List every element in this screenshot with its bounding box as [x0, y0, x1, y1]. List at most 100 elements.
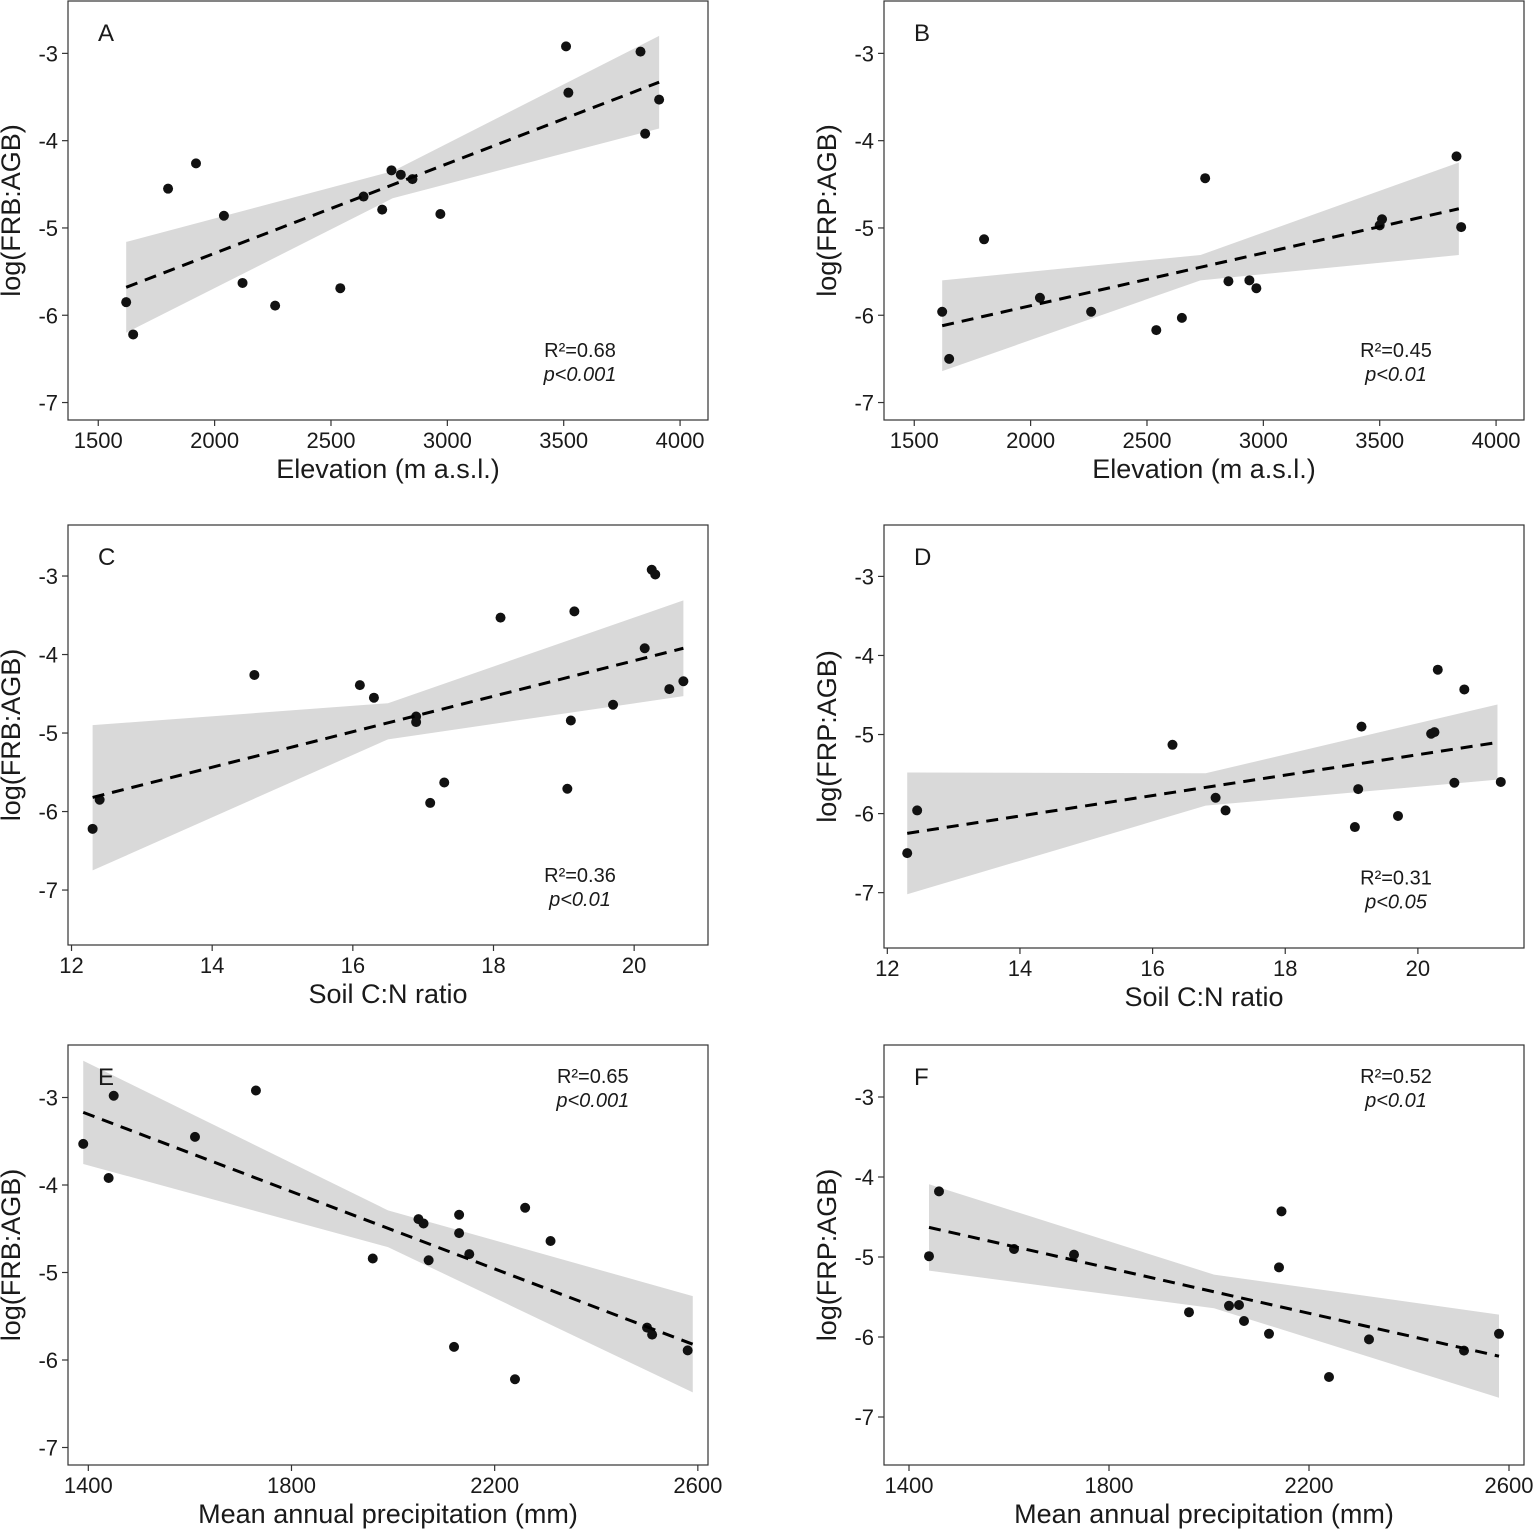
r-squared-label: R²=0.45 — [1360, 340, 1432, 362]
y-tick-label: -5 — [38, 216, 58, 241]
data-point — [1377, 214, 1388, 225]
data-point — [367, 1253, 378, 1264]
data-point — [1495, 776, 1506, 787]
x-tick-label: 4000 — [656, 428, 705, 453]
y-axis-title: log(FRB:AGB) — [0, 124, 26, 297]
x-tick-label: 20 — [1406, 956, 1430, 981]
x-axis-title: Mean annual precipitation (mm) — [1014, 1499, 1394, 1529]
x-tick-label: 14 — [1008, 956, 1032, 981]
y-tick-label: -7 — [38, 1436, 58, 1461]
data-point — [640, 128, 651, 139]
x-tick-label: 1500 — [74, 428, 123, 453]
y-axis-title: log(FRP:AGB) — [812, 124, 842, 297]
data-point — [1353, 784, 1364, 795]
y-tick-label: -7 — [854, 391, 874, 416]
y-tick-label: -7 — [38, 391, 58, 416]
x-tick-label: 2000 — [190, 428, 239, 453]
data-point — [924, 1251, 934, 1262]
data-point — [678, 676, 689, 687]
data-point — [569, 606, 580, 617]
data-point — [1251, 283, 1262, 294]
plot-frame — [67, 524, 709, 946]
data-point — [979, 234, 990, 245]
data-point — [1364, 1334, 1374, 1345]
x-axis-title: Soil C:N ratio — [1124, 982, 1283, 1012]
data-point — [944, 353, 955, 364]
data-point — [1392, 810, 1403, 821]
data-point — [1459, 684, 1470, 695]
data-point — [1234, 1300, 1244, 1310]
x-tick-label: 1800 — [1085, 1473, 1134, 1498]
data-point — [1210, 792, 1221, 803]
x-tick-label: 18 — [1273, 956, 1297, 981]
panel-E: 1400 1800 2200 2600 -7 -6 -5 -4 -3 Mean annual pr… — [0, 1044, 722, 1529]
p-value-label: p<0.001 — [543, 364, 617, 386]
y-tick-label: -6 — [854, 303, 874, 328]
data-point — [565, 715, 576, 726]
r-squared-label: R²=0.52 — [1360, 1066, 1432, 1088]
y-tick-label: -3 — [38, 41, 58, 66]
data-point — [1451, 151, 1462, 162]
panel-label: A — [98, 20, 114, 47]
data-point — [934, 1186, 944, 1197]
x-tick-label: 12 — [875, 956, 899, 981]
y-tick-label: -7 — [854, 1405, 874, 1430]
y-axis-title: log(FRP:AGB) — [812, 1169, 842, 1342]
data-point — [449, 1341, 460, 1352]
x-tick-label: 1800 — [267, 1473, 316, 1498]
data-point — [647, 1329, 658, 1340]
data-point — [912, 805, 923, 816]
data-point — [1151, 325, 1162, 336]
confidence-band — [929, 1184, 1499, 1398]
y-tick-label: -3 — [854, 564, 874, 589]
data-point — [250, 1085, 261, 1096]
x-tick-label: 16 — [341, 953, 365, 978]
data-point — [163, 183, 174, 194]
panel-label: F — [914, 1064, 929, 1091]
data-point — [608, 699, 619, 710]
data-point — [1176, 312, 1187, 323]
data-point — [1494, 1328, 1504, 1339]
y-tick-label: -7 — [854, 881, 874, 906]
data-point — [937, 306, 948, 317]
r-squared-label: R²=0.68 — [544, 340, 616, 362]
data-point — [1264, 1328, 1274, 1339]
data-point — [218, 210, 229, 221]
data-point — [108, 1090, 119, 1101]
p-value-label: p<0.001 — [555, 1090, 629, 1112]
data-point — [191, 158, 201, 169]
data-point — [78, 1138, 89, 1149]
data-point — [1432, 664, 1443, 675]
data-point — [128, 329, 139, 340]
x-axis-title: Mean annual precipitation (mm) — [198, 1499, 578, 1529]
y-tick-label: -3 — [38, 564, 58, 589]
y-tick-label: -5 — [854, 1245, 874, 1270]
data-point — [1167, 739, 1178, 750]
p-value-label: p<0.01 — [1364, 364, 1427, 386]
y-tick-label: -5 — [854, 216, 874, 241]
x-tick-label: 16 — [1140, 956, 1164, 981]
data-point — [650, 569, 661, 580]
data-point — [395, 169, 406, 180]
x-tick-label: 1400 — [64, 1473, 113, 1498]
r-squared-label: R²=0.36 — [544, 865, 616, 887]
data-point — [561, 41, 572, 52]
data-point — [358, 191, 369, 202]
panel-C: 12 14 16 18 20 -7 -6 -5 -4 -3 Soil C:N ratio log(FR… — [0, 524, 709, 1009]
confidence-band — [83, 1060, 693, 1393]
x-tick-label: 2200 — [470, 1473, 519, 1498]
x-tick-label: 3500 — [1355, 428, 1404, 453]
panel-A: 1500 2000 2500 3000 3500 4000 -7 -6 -5 -4 -3 Elevat… — [0, 0, 709, 484]
p-value-label: p<0.05 — [1364, 892, 1428, 914]
data-point — [335, 283, 346, 294]
data-point — [423, 1255, 434, 1266]
y-axis-title: log(FRB:AGB) — [0, 1169, 26, 1342]
regression-line — [941, 207, 1460, 328]
data-point — [495, 612, 506, 623]
panel-F: 1400 1800 2200 2600 -7 -6 -5 -4 -3 Mean annual pr… — [812, 1044, 1533, 1529]
y-tick-label: -6 — [38, 800, 58, 825]
p-value-label: p<0.01 — [1364, 1090, 1427, 1112]
regression-line — [928, 1225, 1500, 1358]
y-tick-label: -6 — [38, 1348, 58, 1373]
r-squared-label: R²=0.65 — [557, 1066, 629, 1088]
